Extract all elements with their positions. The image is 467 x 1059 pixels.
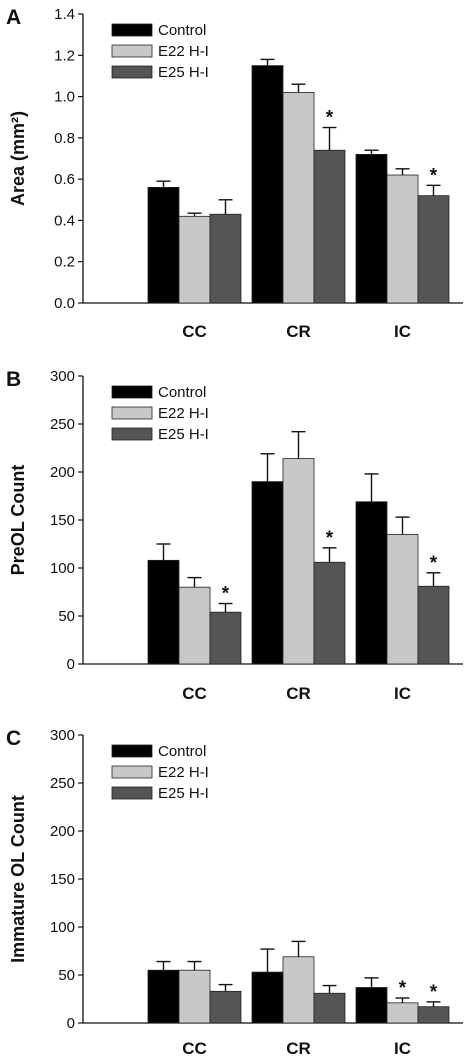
legend-swatch <box>111 23 153 37</box>
bar-e22-h-i-cr <box>282 956 315 1024</box>
bar-e22-h-i-cc <box>178 586 211 665</box>
legend-label: E25 H-I <box>158 64 209 81</box>
bar-control-ic <box>355 501 388 665</box>
bar-e22-h-i-ic <box>386 174 419 304</box>
significance-star: * <box>326 528 334 549</box>
bar-e22-h-i-ic <box>386 534 419 665</box>
y-tick-label: 0.0 <box>54 295 75 312</box>
y-tick-label: 0.8 <box>54 130 75 147</box>
bar-e25-h-i-ic <box>417 585 450 665</box>
y-tick-label: 300 <box>50 368 75 385</box>
x-category-label: CC <box>182 684 207 703</box>
y-tick-label: 0 <box>67 656 75 673</box>
legend-label: Control <box>158 384 206 401</box>
y-tick-label: 100 <box>50 560 75 577</box>
legend-swatch <box>111 65 153 79</box>
legend-label: E22 H-I <box>158 43 209 60</box>
legend-swatch <box>111 427 153 441</box>
bar-e22-h-i-ic <box>386 1002 419 1024</box>
bar-e25-h-i-cc <box>209 213 242 304</box>
y-tick-label: 0.4 <box>54 212 75 229</box>
significance-star: * <box>399 978 407 999</box>
significance-star: * <box>222 584 230 605</box>
bar-e25-h-i-ic <box>417 1006 450 1024</box>
y-tick-label: 1.4 <box>54 6 75 23</box>
bar-control-cr <box>251 481 284 665</box>
x-category-label: CC <box>182 322 207 341</box>
y-tick-label: 50 <box>58 967 75 984</box>
legend-swatch <box>111 385 153 399</box>
y-tick-label: 250 <box>50 416 75 433</box>
x-category-label: CR <box>286 684 311 703</box>
y-tick-label: 50 <box>58 608 75 625</box>
legend-label: E25 H-I <box>158 785 209 802</box>
legend-swatch <box>111 786 153 800</box>
bar-control-cr <box>251 65 284 304</box>
y-tick-label: 200 <box>50 464 75 481</box>
y-tick-label: 150 <box>50 871 75 888</box>
legend-swatch <box>111 406 153 420</box>
legend-swatch <box>111 44 153 58</box>
bar-e25-h-i-cr <box>313 149 346 304</box>
legend-label: Control <box>158 22 206 39</box>
bar-e22-h-i-cr <box>282 92 315 304</box>
panel-letter: A <box>6 6 21 29</box>
y-axis-title: Area (mm²) <box>8 111 28 206</box>
y-tick-label: 200 <box>50 823 75 840</box>
bar-e22-h-i-cr <box>282 458 315 665</box>
bar-e22-h-i-cc <box>178 969 211 1024</box>
legend-label: E22 H-I <box>158 764 209 781</box>
significance-star: * <box>326 108 334 129</box>
y-axis-title: Immature OL Count <box>8 795 28 963</box>
bar-e25-h-i-cr <box>313 561 346 665</box>
bar-e25-h-i-cc <box>209 990 242 1024</box>
significance-star: * <box>430 165 438 186</box>
bar-e25-h-i-cc <box>209 611 242 665</box>
x-category-label: CC <box>182 1039 207 1058</box>
y-tick-label: 250 <box>50 775 75 792</box>
bar-control-cr <box>251 971 284 1024</box>
x-category-label: IC <box>394 684 411 703</box>
bar-control-cc <box>147 559 180 665</box>
significance-star: * <box>430 553 438 574</box>
legend-label: E25 H-I <box>158 426 209 443</box>
bar-control-cc <box>147 969 180 1024</box>
legend-swatch <box>111 765 153 779</box>
y-tick-label: 1.2 <box>54 47 75 64</box>
legend-swatch <box>111 744 153 758</box>
y-tick-label: 100 <box>50 919 75 936</box>
panel-letter: B <box>6 368 21 391</box>
x-category-label: IC <box>394 322 411 341</box>
panel-letter: C <box>6 727 21 750</box>
bar-control-cc <box>147 186 180 304</box>
bar-control-ic <box>355 987 388 1024</box>
x-category-label: CR <box>286 322 311 341</box>
bar-e25-h-i-ic <box>417 195 450 304</box>
y-tick-label: 0.6 <box>54 171 75 188</box>
y-axis-title: PreOL Count <box>8 465 28 576</box>
x-category-label: IC <box>394 1039 411 1058</box>
significance-star: * <box>430 982 438 1003</box>
y-tick-label: 150 <box>50 512 75 529</box>
y-tick-label: 300 <box>50 727 75 744</box>
legend-label: E22 H-I <box>158 405 209 422</box>
bar-control-ic <box>355 153 388 304</box>
y-tick-label: 1.0 <box>54 89 75 106</box>
bar-e22-h-i-cc <box>178 215 211 304</box>
bar-e25-h-i-cr <box>313 992 346 1024</box>
legend-label: Control <box>158 743 206 760</box>
y-tick-label: 0.2 <box>54 254 75 271</box>
x-category-label: CR <box>286 1039 311 1058</box>
y-tick-label: 0 <box>67 1015 75 1032</box>
